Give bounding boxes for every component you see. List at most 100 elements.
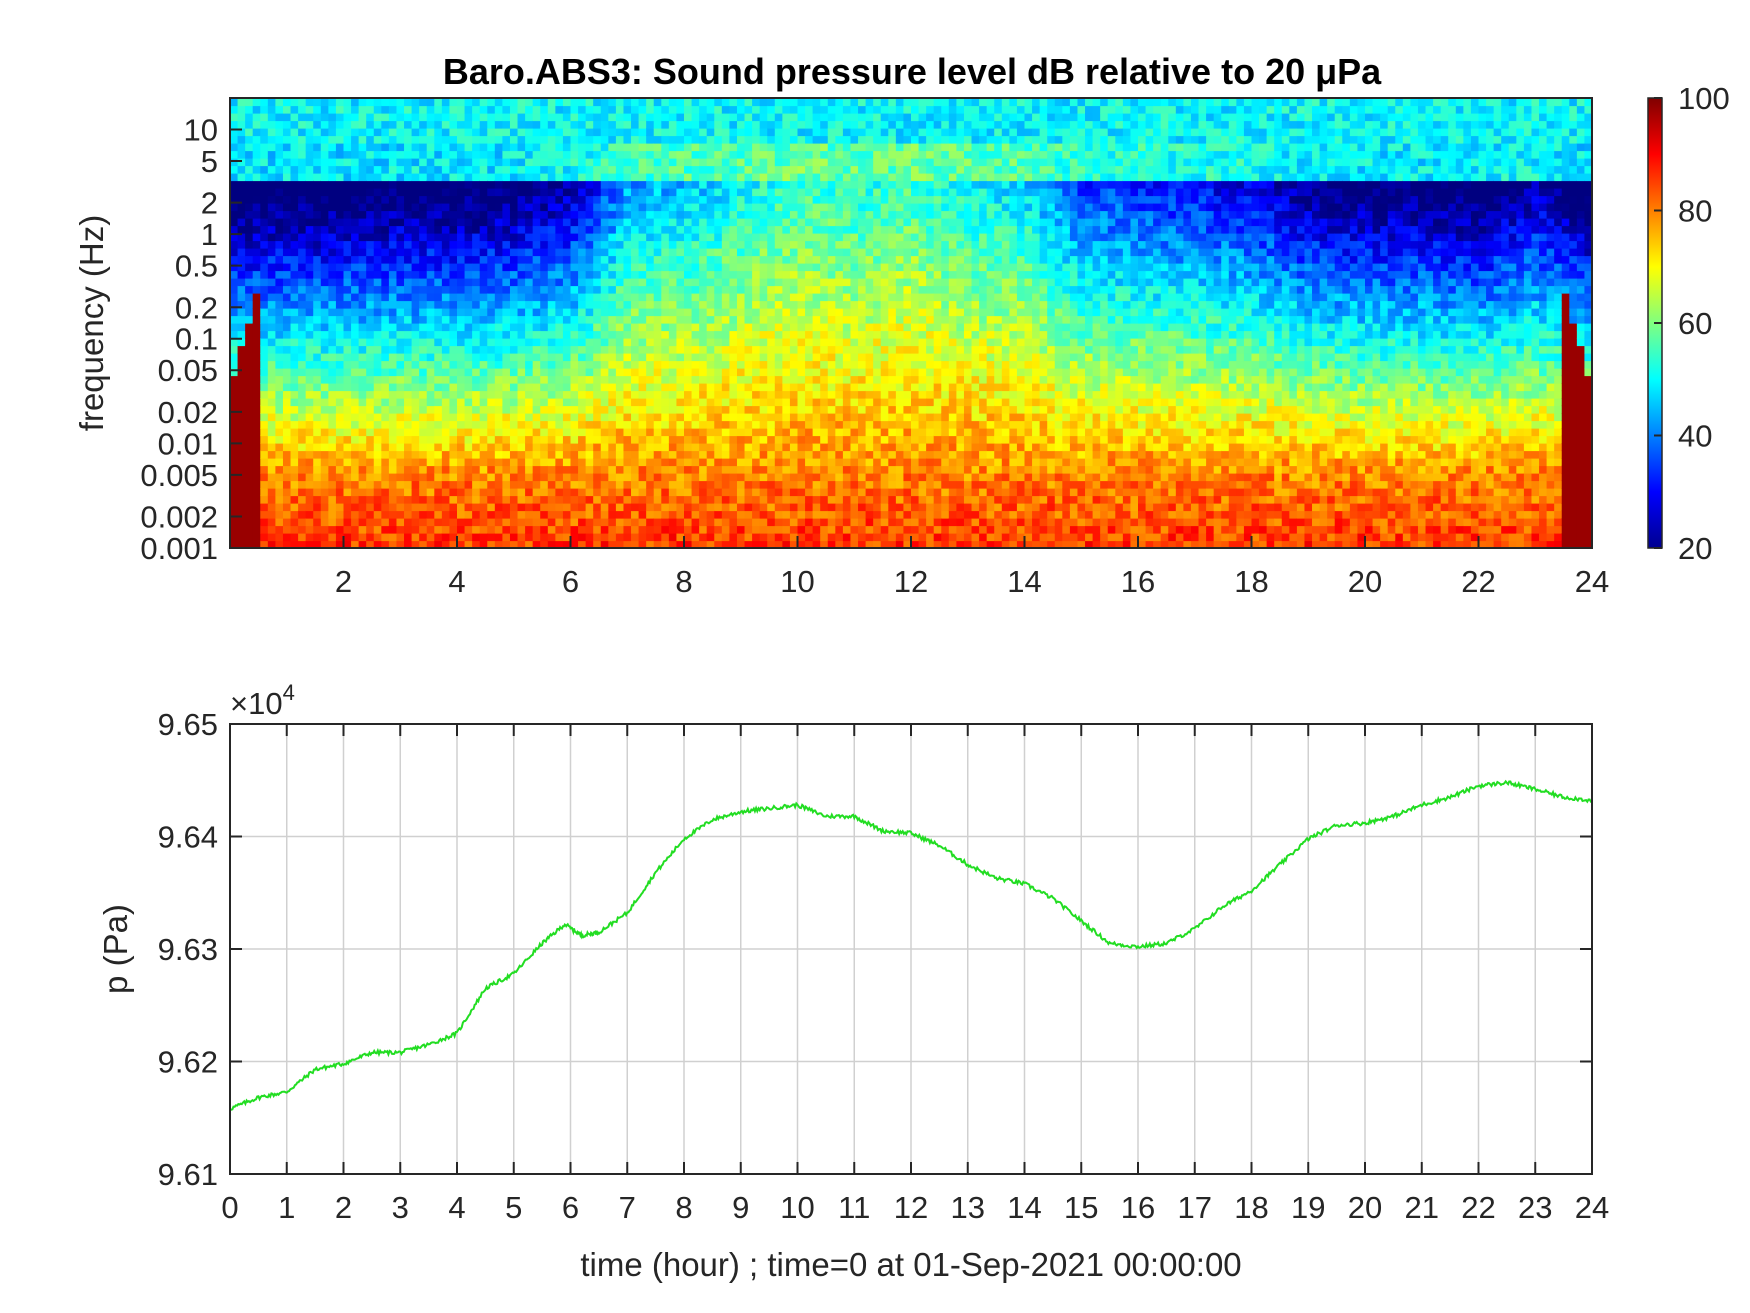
heatmap-cell [820,210,829,219]
heatmap-cell [449,165,458,174]
heatmap-cell [517,158,526,167]
heatmap-cell [517,105,526,114]
heatmap-cell [721,525,730,534]
heatmap-cell [805,375,814,384]
heatmap-cell [404,345,413,354]
heatmap-cell [509,510,519,519]
heatmap-cell [509,270,519,279]
heatmap-cell [608,405,617,414]
heatmap-cell [820,525,829,534]
heatmap-cell [532,203,541,212]
heatmap-cell [600,510,609,519]
heatmap-cell [623,435,632,444]
heatmap-cell [797,233,806,242]
heatmap-cell [835,368,844,377]
heatmap-cell [600,248,609,257]
heatmap-cell [335,465,345,474]
heatmap-cell [335,150,345,159]
heatmap-cell [646,510,655,519]
heatmap-cell [646,443,655,452]
heatmap-cell [850,255,859,264]
heatmap-cell [335,338,345,347]
heatmap-cell [487,450,496,459]
heatmap-cell [578,233,587,242]
heatmap-cell [305,308,314,317]
heatmap-cell [699,420,708,429]
heatmap-cell [381,533,390,542]
heatmap-cell [631,278,640,287]
heatmap-cell [736,503,746,512]
heatmap-cell [509,525,519,534]
heatmap-cell [699,240,708,249]
heatmap-cell [411,135,420,144]
heatmap-cell [298,518,307,527]
heatmap-cell [252,495,261,504]
heatmap-cell [668,225,678,234]
heatmap-cell [842,540,852,549]
heatmap-cell [562,278,572,287]
heatmap-cell [298,405,307,414]
heatmap-cell [555,510,564,519]
heatmap-cell [509,323,519,332]
heatmap-cell [691,285,700,294]
heatmap-cell [789,338,799,347]
heatmap-cell [744,420,753,429]
heatmap-cell [502,428,511,437]
heatmap-cell [570,525,579,534]
heatmap-cell [593,398,602,407]
heatmap-cell [608,150,617,159]
heatmap-cell [494,248,503,257]
heatmap-cell [744,510,753,519]
heatmap-cell [706,188,715,197]
heatmap-cell [245,300,254,309]
heatmap-cell [245,375,254,384]
heatmap-cell [570,390,579,399]
heatmap-cell [827,135,836,144]
heatmap-cell [721,105,730,114]
heatmap-cell [744,233,753,242]
heatmap-cell [320,443,329,452]
heatmap-cell [351,360,360,369]
heatmap-cell [396,278,405,287]
heatmap-cell [782,383,791,392]
heatmap-cell [487,143,496,152]
heatmap-cell [562,173,572,182]
heatmap-cell [457,338,466,347]
heatmap-cell [426,255,435,264]
heatmap-cell [517,398,526,407]
heatmap-cell [245,225,254,234]
heatmap-cell [320,270,329,279]
heatmap-cell [835,128,844,137]
heatmap-cell [706,375,715,384]
heatmap-cell [532,165,541,174]
heatmap-cell [305,368,314,377]
heatmap-cell [752,420,761,429]
heatmap-cell [320,368,329,377]
heatmap-cell [275,263,284,272]
heatmap-cell [396,338,405,347]
heatmap-cell [540,518,549,527]
heatmap-cell [684,383,693,392]
heatmap-cell [706,173,715,182]
heatmap-cell [260,203,269,212]
heatmap-cell [388,240,398,249]
heatmap-cell [366,473,375,482]
heatmap-cell [812,143,821,152]
heatmap-cell [691,443,700,452]
heatmap-cell [744,270,753,279]
heatmap-cell [502,360,511,369]
heatmap-cell [661,450,670,459]
heatmap-cell [509,225,519,234]
heatmap-cell [335,218,345,227]
heatmap-cell [313,488,322,497]
heatmap-cell [260,473,269,482]
heatmap-cell [305,495,314,504]
heatmap-cell [585,533,594,542]
heatmap-cell [593,473,602,482]
heatmap-cell [578,390,587,399]
heatmap-cell [797,383,806,392]
heatmap-cell [638,533,647,542]
heatmap-cell [479,240,488,249]
heatmap-cell [774,143,783,152]
heatmap-cell [267,405,276,414]
